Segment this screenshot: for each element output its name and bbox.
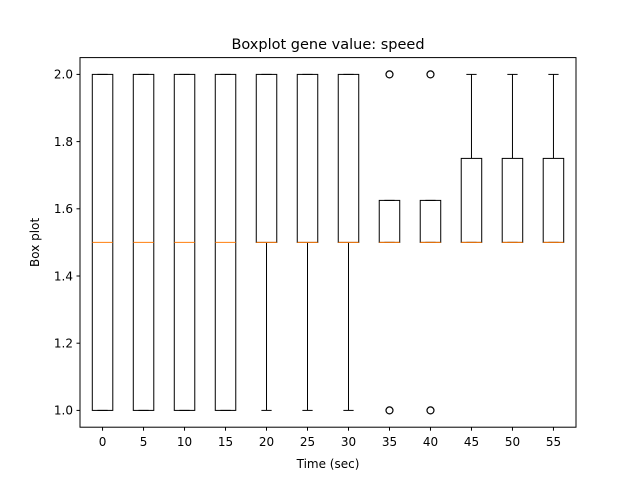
box-group-15 (214, 73, 237, 411)
x-tick-label: 25 (300, 435, 315, 449)
box-group-45 (460, 73, 483, 243)
y-tick-label: 1.6 (54, 202, 73, 216)
y-tick-label: 1.2 (54, 337, 73, 351)
y-tick-label: 1.4 (54, 269, 73, 283)
box-group-10 (173, 73, 196, 411)
plot-marks (91, 70, 565, 415)
y-tick-label: 1.8 (54, 135, 73, 149)
box-group-30 (337, 73, 360, 411)
chart-title: Boxplot gene value: speed (231, 37, 424, 53)
box-group-50 (501, 73, 524, 243)
y-axis-ticks: 1.0 1.2 1.4 1.6 1.8 2.0 (54, 68, 80, 418)
x-tick-label: 50 (505, 435, 520, 449)
box-group-20 (255, 73, 278, 411)
y-tick-label: 2.0 (54, 68, 73, 82)
box-group-25 (296, 73, 319, 411)
x-tick-label: 20 (259, 435, 274, 449)
x-tick-label: 55 (546, 435, 561, 449)
box-group-55 (542, 73, 565, 243)
flier-point (426, 406, 435, 415)
flier-point (385, 70, 394, 79)
x-tick-label: 45 (464, 435, 479, 449)
x-tick-label: 5 (140, 435, 148, 449)
box-group-35 (378, 70, 401, 415)
box-group-0 (91, 73, 114, 411)
x-axis-ticks: 0 5 10 15 20 25 30 35 40 45 50 55 (99, 427, 561, 449)
x-tick-label: 0 (99, 435, 107, 449)
x-tick-label: 15 (218, 435, 233, 449)
x-tick-label: 30 (341, 435, 356, 449)
x-axis-label: Time (sec) (296, 457, 360, 471)
plot-frame (79, 57, 577, 428)
x-tick-label: 40 (423, 435, 438, 449)
y-tick-label: 1.0 (54, 404, 73, 418)
flier-point (385, 406, 394, 415)
box-group-5 (132, 73, 155, 411)
x-tick-label: 35 (382, 435, 397, 449)
box-group-40 (419, 70, 442, 415)
x-tick-label: 10 (177, 435, 192, 449)
y-axis-label: Box plot (28, 218, 42, 267)
flier-point (426, 70, 435, 79)
